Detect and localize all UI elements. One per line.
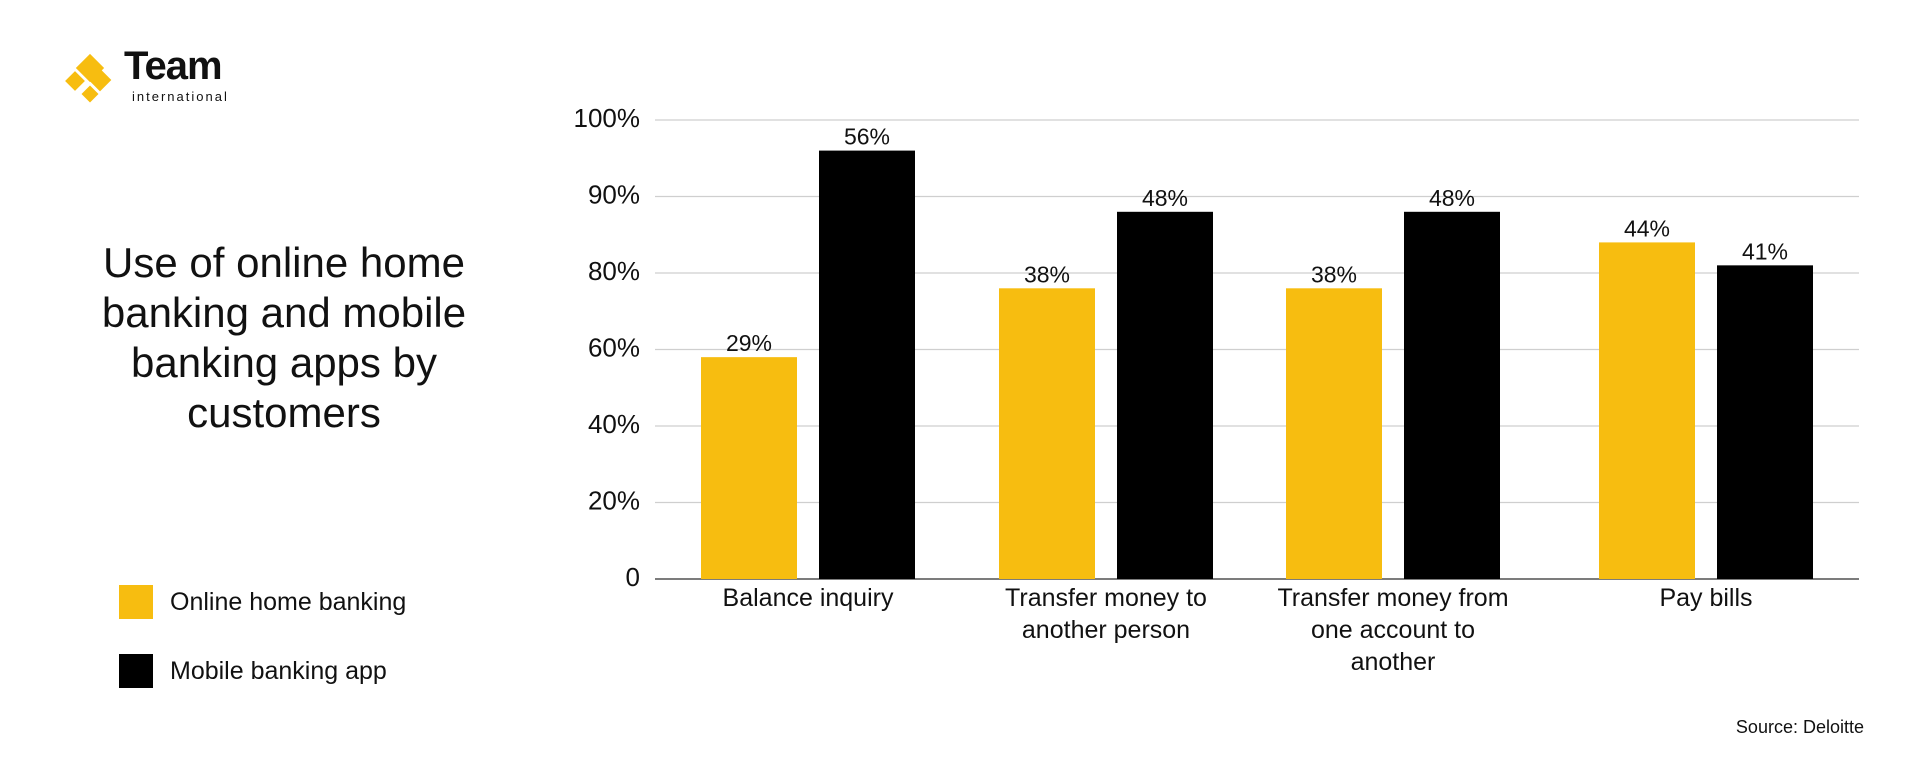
bar xyxy=(819,150,915,579)
logo-name: Team xyxy=(124,44,223,88)
chart-title: Use of online home banking and mobile ba… xyxy=(101,239,467,436)
logo-icon xyxy=(65,53,112,103)
x-tick-label: Pay bills xyxy=(1659,584,1753,612)
data-label: 44% xyxy=(1624,215,1670,241)
bar xyxy=(1717,265,1813,579)
y-tick-label: 100% xyxy=(574,103,641,133)
x-tick-label: Balance inquiry xyxy=(722,584,894,612)
x-tick-label: Transfer money from one account to anoth… xyxy=(1277,584,1509,676)
bar xyxy=(1404,211,1500,580)
data-label: 29% xyxy=(726,330,772,356)
data-label: 56% xyxy=(844,124,890,150)
bar xyxy=(1117,211,1213,580)
bar xyxy=(1599,242,1695,579)
bar xyxy=(999,288,1095,579)
source-note: Source: Deloitte xyxy=(1735,717,1864,737)
y-tick-label: 80% xyxy=(588,256,640,286)
legend-label: Mobile banking app xyxy=(170,657,387,685)
logo-subtitle: international xyxy=(132,89,229,104)
data-label: 41% xyxy=(1742,238,1788,264)
bar xyxy=(701,357,797,579)
y-tick-label: 0 xyxy=(626,562,640,592)
legend-swatch xyxy=(119,654,153,688)
data-label: 38% xyxy=(1311,261,1357,287)
legend-label: Online home banking xyxy=(170,588,407,616)
y-tick-label: 20% xyxy=(588,485,640,515)
x-tick-label: Transfer money to another person xyxy=(1005,584,1207,644)
data-label: 48% xyxy=(1142,185,1188,211)
y-tick-label: 60% xyxy=(588,332,640,362)
bar xyxy=(1286,288,1382,579)
legend-swatch xyxy=(119,585,153,619)
data-label: 38% xyxy=(1024,261,1070,287)
data-label: 48% xyxy=(1429,185,1475,211)
y-tick-label: 40% xyxy=(588,409,640,439)
y-tick-label: 90% xyxy=(588,179,640,209)
